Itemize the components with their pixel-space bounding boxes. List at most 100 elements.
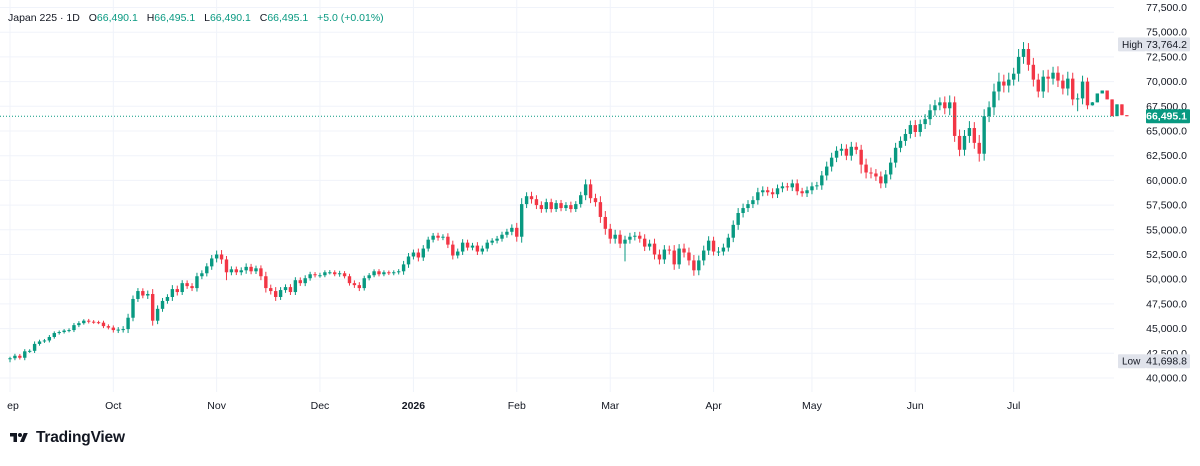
candle-body xyxy=(510,227,514,232)
candle xyxy=(741,203,745,218)
symbol-title[interactable]: Japan 225 · 1D xyxy=(8,12,80,24)
candle-body xyxy=(810,186,814,191)
x-tick-label: 2026 xyxy=(402,400,426,412)
candle-body xyxy=(352,283,357,286)
candle-body xyxy=(406,256,411,265)
candle-body xyxy=(210,258,214,267)
candle-body xyxy=(539,205,544,210)
candle-body xyxy=(387,272,391,274)
candle xyxy=(667,245,671,255)
candle xyxy=(333,270,337,277)
candle xyxy=(829,152,834,172)
candle-body xyxy=(254,268,258,272)
candle-body xyxy=(1041,76,1045,92)
last-price-marker: 66,495.1 xyxy=(1146,109,1190,124)
candle xyxy=(495,235,499,244)
candle xyxy=(313,272,317,278)
candle xyxy=(628,232,632,244)
candle-body xyxy=(893,147,898,163)
candle xyxy=(524,192,529,209)
candle xyxy=(150,289,155,326)
candle xyxy=(574,201,578,213)
candle-body xyxy=(697,260,701,271)
candle-body xyxy=(490,240,494,243)
candle xyxy=(711,236,716,256)
candle-body xyxy=(987,107,991,117)
candle-body xyxy=(313,274,317,276)
candle-body xyxy=(559,203,563,209)
candle xyxy=(859,144,863,174)
low-marker-label: Low xyxy=(1122,357,1141,368)
x-tick-label: Nov xyxy=(207,400,226,412)
candle xyxy=(967,121,972,143)
candle-body xyxy=(27,350,32,352)
y-tick-label: 77,500.0 xyxy=(1146,2,1187,14)
high-marker-value: 73,764.2 xyxy=(1146,39,1187,51)
candle xyxy=(382,270,386,277)
price-axis[interactable]: 40,000.042,500.045,000.047,500.050,000.0… xyxy=(1118,2,1190,385)
candle xyxy=(564,202,568,212)
tradingview-brand[interactable]: TradingView xyxy=(8,428,125,448)
candle-body xyxy=(1095,93,1100,103)
candle xyxy=(77,321,81,328)
candle xyxy=(559,199,563,212)
candle-body xyxy=(323,272,327,276)
x-tick-label: Jul xyxy=(1007,400,1020,412)
time-axis[interactable]: ep Oct Nov Dec 2026 Feb Mar Apr May Jun Jul xyxy=(7,400,1020,412)
candle-body xyxy=(357,285,362,289)
candle-body xyxy=(362,278,366,289)
candle xyxy=(706,236,711,255)
candle xyxy=(111,325,116,333)
candle xyxy=(736,208,740,230)
candle-body xyxy=(67,330,71,332)
candle-body xyxy=(820,175,824,186)
candle xyxy=(1036,73,1040,98)
candle-body xyxy=(150,294,155,321)
candle xyxy=(126,313,130,334)
grid-lines xyxy=(0,0,1114,392)
candle-body xyxy=(967,128,972,136)
candle-body xyxy=(57,332,61,334)
candle-body xyxy=(790,183,794,188)
candle xyxy=(406,253,411,268)
candle-body xyxy=(1011,73,1016,80)
candle xyxy=(633,231,637,241)
candle-body xyxy=(652,243,657,255)
candle xyxy=(923,114,927,130)
candle xyxy=(657,249,662,265)
candle-body xyxy=(933,105,937,111)
candle xyxy=(529,191,534,204)
candle xyxy=(342,271,347,279)
candle-body xyxy=(96,322,101,324)
candle-body xyxy=(293,280,298,293)
candle xyxy=(8,356,12,363)
candle xyxy=(308,271,312,281)
candle-body xyxy=(770,192,775,195)
candle xyxy=(1105,90,1109,100)
candle xyxy=(1075,93,1080,112)
candle xyxy=(116,327,120,334)
candle xyxy=(323,270,327,278)
candle xyxy=(293,277,298,296)
candle-body xyxy=(1056,72,1060,81)
candle-body xyxy=(298,280,302,284)
candle-body xyxy=(480,248,485,252)
low-marker-label-bg xyxy=(1118,354,1146,369)
candle-body xyxy=(141,291,145,296)
candle xyxy=(598,196,603,223)
candle-body xyxy=(761,190,765,193)
candle xyxy=(165,294,170,304)
candle xyxy=(1110,99,1114,117)
candle-body xyxy=(574,204,578,210)
candle xyxy=(652,238,657,260)
candle-body xyxy=(1120,104,1124,116)
candle xyxy=(569,201,573,213)
candle xyxy=(436,232,440,241)
candle xyxy=(264,271,268,293)
candle xyxy=(195,272,199,292)
candle-body xyxy=(795,183,799,192)
candle xyxy=(815,181,819,190)
candle-body xyxy=(180,283,184,293)
